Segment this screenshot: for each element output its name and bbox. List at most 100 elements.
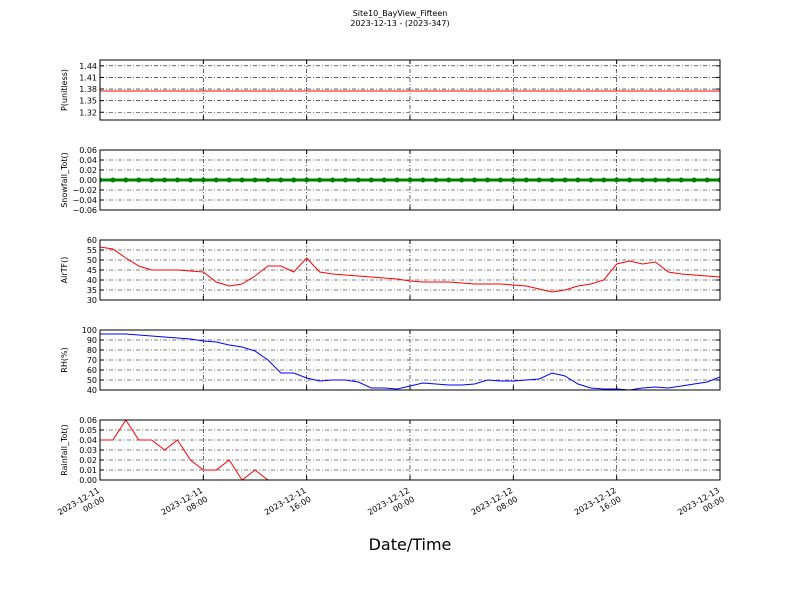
y-tick-label: 0.02 (79, 166, 97, 175)
y-tick-label: 40 (87, 276, 97, 285)
data-marker (291, 177, 297, 183)
data-marker (704, 177, 710, 183)
y-tick-label: 1.35 (79, 97, 97, 106)
y-tick-label: 0.01 (79, 466, 97, 475)
y-tick-label: −0.06 (72, 206, 97, 215)
y-tick-label: 70 (87, 356, 97, 365)
data-marker (394, 177, 400, 183)
data-marker (304, 177, 310, 183)
y-tick-label: 1.41 (79, 73, 97, 82)
y-tick-label: 45 (87, 266, 97, 275)
data-marker (652, 177, 658, 183)
y-tick-label: 1.32 (79, 108, 97, 117)
data-marker (446, 177, 452, 183)
x-tick-label: 2023-12-1100:00 (56, 486, 106, 526)
y-axis-label: Snowfall_Tot() (60, 152, 69, 208)
data-marker (640, 177, 645, 183)
x-axis-label: Date/Time (369, 535, 452, 554)
plot-frame (99, 329, 721, 391)
y-tick-label: 0.02 (79, 456, 97, 465)
data-marker (420, 177, 426, 183)
x-tick-label: 2023-12-1200:00 (366, 486, 416, 526)
data-marker (110, 177, 116, 183)
x-tick-label: 2023-12-1216:00 (573, 486, 623, 526)
data-marker (278, 177, 284, 183)
data-marker (355, 177, 361, 183)
x-tick-label: 2023-12-1108:00 (160, 486, 210, 526)
data-marker (717, 177, 720, 183)
y-tick-label: −0.04 (72, 196, 97, 205)
chart-title: Site10_BayView_Fifteen (353, 9, 448, 18)
y-tick-label: 50 (87, 376, 97, 385)
plot-frame (99, 149, 721, 211)
x-tick-label: 2023-12-1208:00 (470, 486, 520, 526)
data-marker (381, 177, 387, 183)
data-marker (162, 177, 168, 183)
y-tick-label: 0.00 (79, 176, 97, 185)
data-marker (614, 177, 620, 183)
data-marker (678, 177, 684, 183)
y-axis-label: Rainfall_Tot() (60, 424, 69, 476)
data-marker (136, 177, 142, 183)
data-marker (459, 177, 465, 183)
data-marker (549, 177, 555, 183)
data-marker (149, 177, 155, 183)
data-marker (562, 177, 568, 183)
y-tick-label: 1.44 (79, 62, 97, 71)
y-axis-label: AirTF() (60, 257, 69, 284)
data-marker (123, 177, 129, 183)
y-tick-label: 60 (87, 366, 97, 375)
data-marker (252, 177, 258, 183)
y-axis-label: P(unitless) (60, 69, 69, 111)
plot-frame (99, 59, 721, 121)
data-marker (510, 177, 516, 183)
data-line (100, 420, 720, 480)
data-marker (575, 177, 581, 183)
y-tick-label: 60 (87, 236, 97, 245)
data-marker (485, 177, 490, 183)
data-marker (213, 177, 219, 183)
data-marker (187, 177, 193, 183)
data-line (100, 246, 720, 293)
y-tick-label: −0.02 (72, 186, 97, 195)
y-tick-label: 55 (87, 246, 97, 255)
y-tick-label: 0.04 (79, 436, 97, 445)
y-tick-label: 0.05 (79, 426, 97, 435)
data-marker (175, 177, 180, 183)
data-marker (523, 177, 529, 183)
plot-frame (99, 239, 721, 301)
y-tick-label: 50 (87, 256, 97, 265)
x-tick-label: 2023-12-1116:00 (263, 486, 313, 526)
y-tick-label: 0.06 (79, 416, 97, 425)
x-tick-label: 2023-12-1300:00 (676, 486, 726, 526)
y-tick-label: 40 (87, 386, 97, 395)
y-tick-label: 0.04 (79, 156, 97, 165)
data-marker (317, 177, 323, 183)
y-tick-label: 35 (87, 286, 97, 295)
data-marker (497, 177, 503, 183)
data-marker (239, 177, 245, 183)
y-tick-label: 1.38 (79, 85, 97, 94)
y-tick-label: 100 (82, 326, 97, 335)
data-marker (226, 177, 232, 183)
y-tick-label: 80 (87, 346, 97, 355)
data-marker (368, 177, 374, 183)
y-tick-label: 90 (87, 336, 97, 345)
data-marker (691, 177, 697, 183)
y-axis-label: RH(%) (60, 347, 69, 372)
data-marker (342, 177, 348, 183)
data-marker (627, 177, 633, 183)
data-marker (601, 177, 607, 183)
data-line (100, 333, 720, 390)
y-tick-label: 0.00 (79, 476, 97, 485)
y-tick-label: 30 (87, 296, 97, 305)
data-marker (472, 177, 478, 183)
data-marker (665, 177, 671, 183)
data-marker (407, 177, 413, 183)
data-marker (433, 177, 439, 183)
data-marker (200, 177, 206, 183)
data-marker (100, 177, 103, 183)
plot-frame (99, 419, 721, 481)
data-marker (265, 177, 271, 183)
